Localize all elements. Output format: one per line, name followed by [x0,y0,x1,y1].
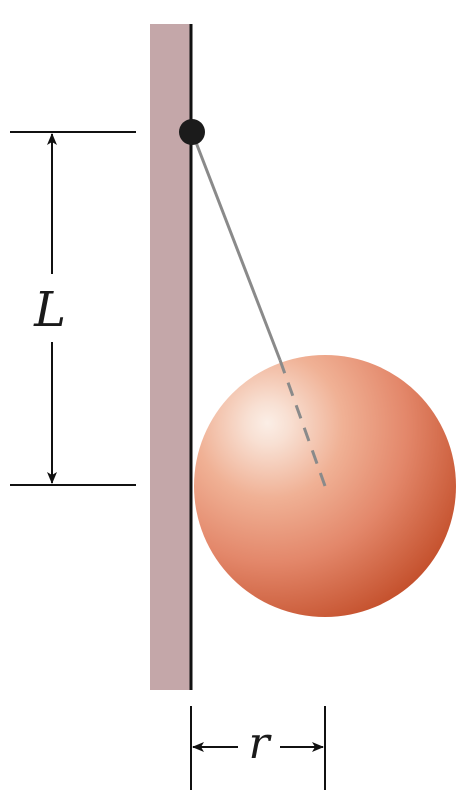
string [190,131,282,361]
length-label: L [33,282,66,338]
pivot-point [179,119,205,145]
radius-label: r [248,718,272,769]
